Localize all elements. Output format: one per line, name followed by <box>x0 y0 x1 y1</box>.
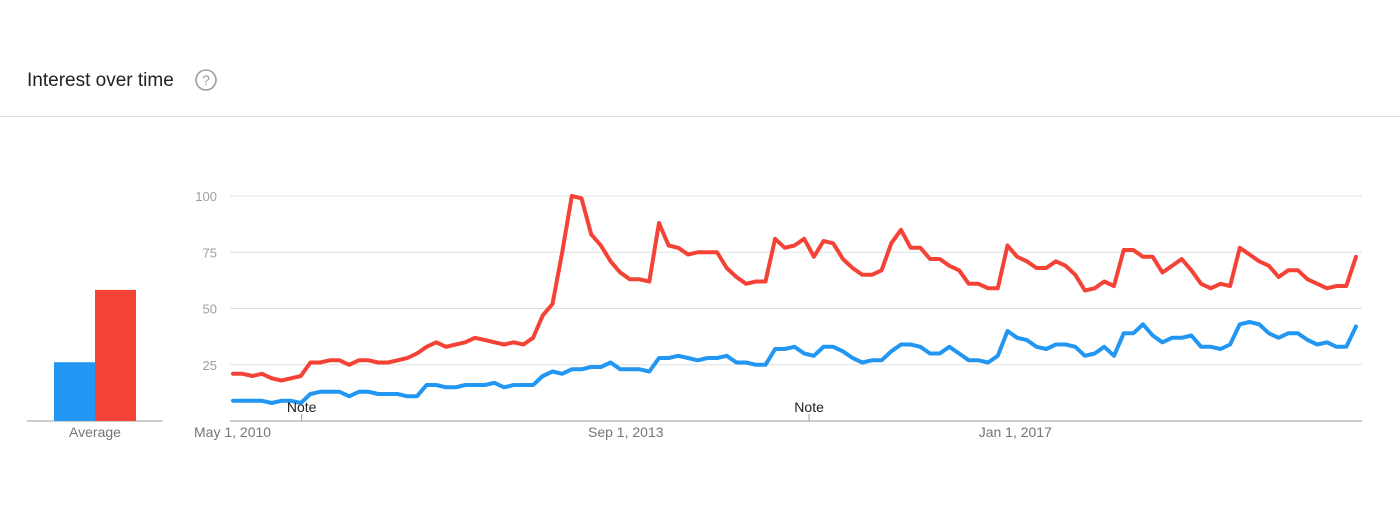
y-tick-label: 100 <box>195 189 217 204</box>
average-bar-2[interactable] <box>95 289 136 421</box>
chart-header: Interest over time ? <box>0 0 1400 117</box>
average-bar-chart: Average <box>27 289 163 440</box>
svg-text:?: ? <box>202 72 210 88</box>
y-tick-label: 25 <box>203 358 217 373</box>
line-chart-x-axis: May 1, 2010 Sep 1, 2013 Jan 1, 2017 Note Not… <box>194 399 1362 440</box>
x-tick-label: Sep 1, 2013 <box>588 424 664 440</box>
y-tick-label: 75 <box>203 245 217 260</box>
average-label: Average <box>69 424 121 440</box>
help-circle-icon[interactable]: ? <box>195 69 217 91</box>
y-tick-label: 50 <box>203 302 217 317</box>
note-annotation[interactable]: Note <box>794 399 824 415</box>
note-annotation[interactable]: Note <box>287 399 317 415</box>
series-line-2[interactable] <box>231 194 1358 383</box>
series-line-1[interactable] <box>231 320 1358 405</box>
average-bar-1[interactable] <box>54 362 95 421</box>
line-chart-series[interactable] <box>231 194 1358 405</box>
chart-title: Interest over time <box>27 70 174 91</box>
x-tick-label: May 1, 2010 <box>194 424 271 440</box>
line-chart-grid: 25 50 75 100 <box>195 189 1362 373</box>
x-tick-label: Jan 1, 2017 <box>979 424 1052 440</box>
